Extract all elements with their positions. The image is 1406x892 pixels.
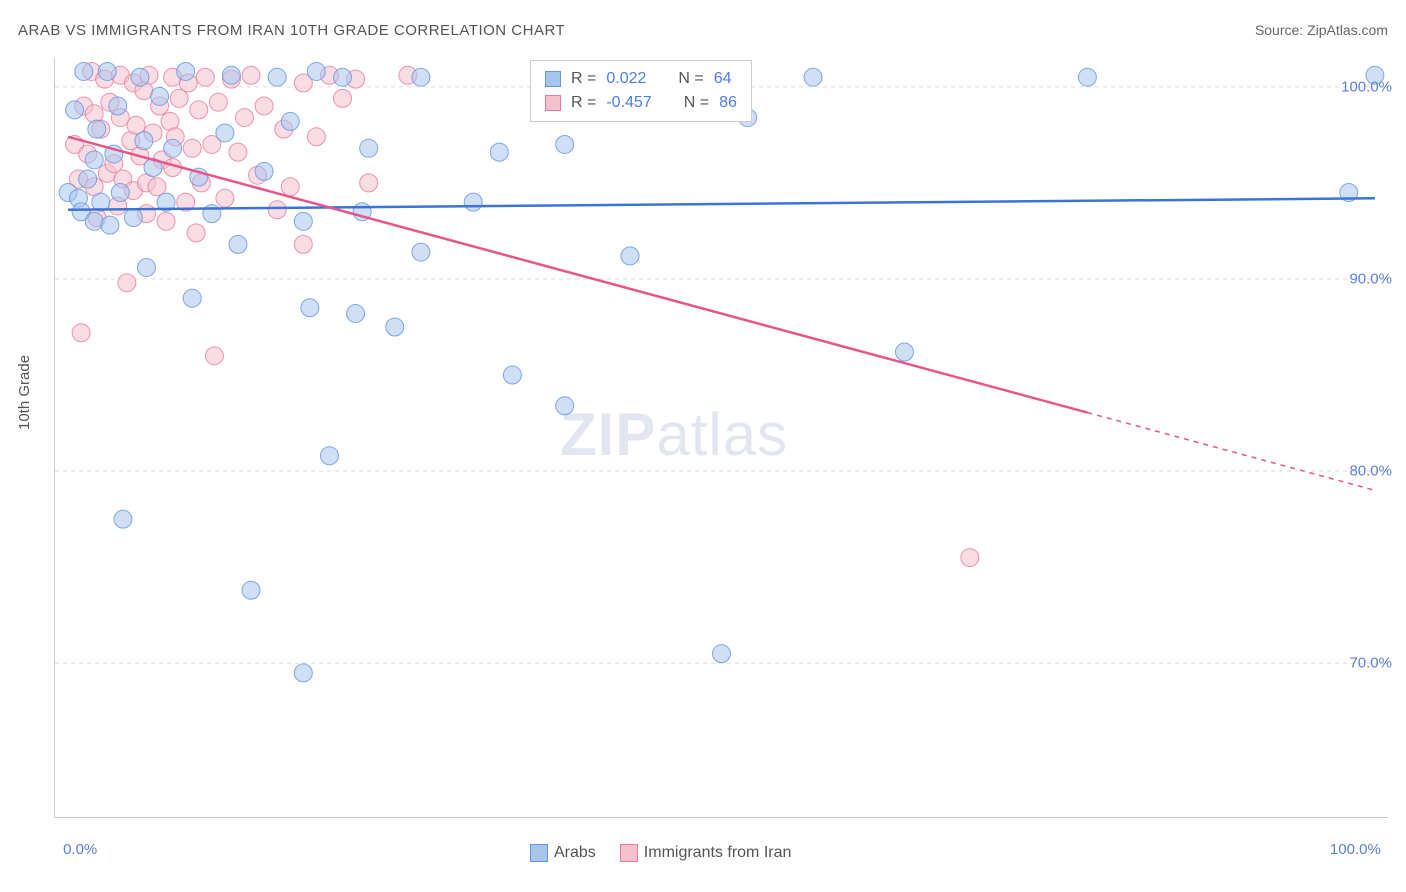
bottom-legend: Arabs Immigrants from Iran <box>530 844 791 862</box>
n-label: N = <box>684 94 709 112</box>
y-tick-label: 90.0% <box>1349 270 1392 287</box>
y-tick-label: 100.0% <box>1341 78 1392 95</box>
stats-legend-box: R = 0.022 N = 64 R = -0.457 N = 86 <box>530 60 752 122</box>
x-tick-label: 0.0% <box>63 841 97 858</box>
legend-swatch-icon <box>545 95 561 111</box>
source-attribution: Source: ZipAtlas.com <box>1255 22 1388 38</box>
n-label: N = <box>678 70 703 88</box>
legend-swatch-icon <box>530 844 548 862</box>
r-value: 0.022 <box>606 70 646 88</box>
y-tick-label: 80.0% <box>1349 463 1392 480</box>
x-tick-label: 100.0% <box>1330 841 1381 858</box>
chart-frame <box>54 58 1388 818</box>
chart-title: ARAB VS IMMIGRANTS FROM IRAN 10TH GRADE … <box>18 22 565 39</box>
n-value: 86 <box>719 94 737 112</box>
legend-swatch-icon <box>620 844 638 862</box>
legend-item: Immigrants from Iran <box>620 844 792 862</box>
y-axis-title: 10th Grade <box>16 355 33 430</box>
r-label: R = <box>571 94 596 112</box>
legend-swatch-icon <box>545 71 561 87</box>
legend-label: Arabs <box>554 844 596 861</box>
stats-row: R = -0.457 N = 86 <box>545 91 737 115</box>
n-value: 64 <box>714 70 732 88</box>
stats-row: R = 0.022 N = 64 <box>545 67 737 91</box>
y-tick-label: 70.0% <box>1349 655 1392 672</box>
r-value: -0.457 <box>606 94 651 112</box>
legend-item: Arabs <box>530 844 596 862</box>
legend-label: Immigrants from Iran <box>644 844 792 861</box>
scatter-plot <box>55 58 1388 817</box>
r-label: R = <box>571 70 596 88</box>
